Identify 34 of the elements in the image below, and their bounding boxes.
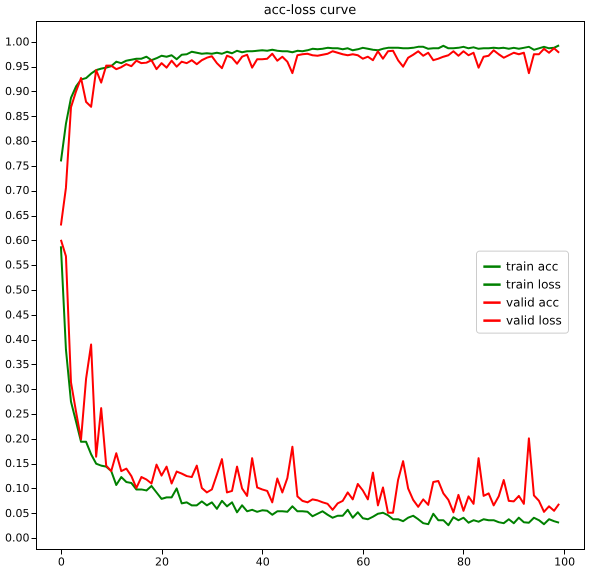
legend-label: valid acc: [506, 296, 560, 310]
y-tick-label: 0.55: [5, 258, 30, 272]
y-tick-label: 0.85: [5, 110, 30, 123]
y-tick-label: 0.35: [5, 358, 30, 371]
x-tick-label: 60: [356, 556, 370, 568]
y-tick-label: 1.00: [5, 35, 30, 48]
y-tick-label: 0.40: [5, 333, 30, 346]
y-tick-label: 0.80: [5, 134, 30, 148]
y-tick-label: 0.20: [5, 432, 30, 446]
x-tick-label: 40: [256, 556, 270, 568]
y-tick-label: 0.45: [5, 308, 30, 322]
x-tick-label: 0: [58, 556, 65, 568]
y-tick-label: 0.90: [5, 84, 30, 98]
y-tick-label: 0.75: [5, 159, 30, 172]
line-series: [60, 44, 560, 162]
legend-label: train acc: [506, 260, 558, 274]
y-tick-label: 0.30: [5, 382, 30, 396]
y-tick-label: 0.95: [5, 60, 30, 74]
chart-title: acc-loss curve: [264, 3, 356, 18]
x-tick-label: 20: [155, 556, 170, 568]
line-series: [60, 47, 560, 226]
y-tick-label: 0.05: [5, 506, 30, 520]
y-tick-label: 0.50: [5, 283, 30, 296]
x-tick-label: 80: [456, 556, 471, 568]
legend-label: valid loss: [506, 314, 562, 328]
y-tick-label: 0.00: [5, 532, 30, 545]
y-tick-label: 0.65: [5, 209, 30, 222]
y-tick-label: 0.70: [5, 184, 30, 198]
y-tick-label: 0.60: [5, 234, 30, 247]
y-tick-label: 0.15: [5, 457, 30, 470]
y-tick-label: 0.25: [5, 408, 30, 421]
x-tick-label: 100: [554, 556, 576, 568]
legend-label: train loss: [506, 278, 561, 292]
y-tick-label: 0.10: [5, 482, 30, 495]
